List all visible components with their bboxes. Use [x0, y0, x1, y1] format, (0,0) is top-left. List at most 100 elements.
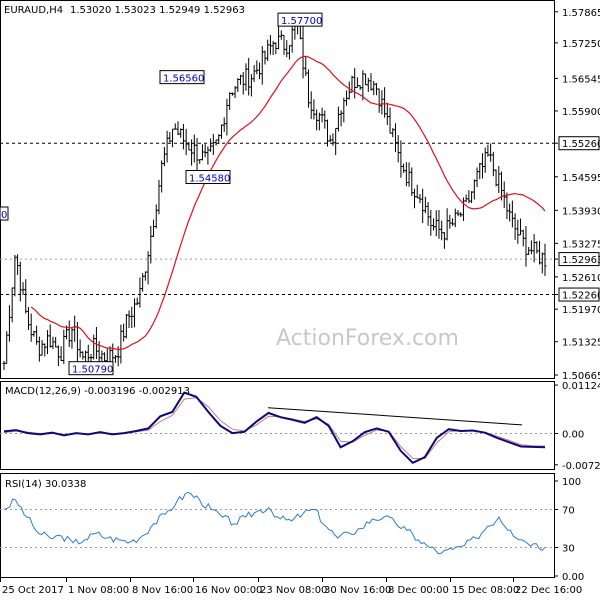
price-layer: 1.57700 1.56560 1.54580 1.50790 0: [0, 13, 554, 376]
ohlc-bar: [378, 89, 381, 113]
ohlc-bar: [418, 194, 421, 203]
ohlc-bar: [307, 69, 310, 107]
ohlc-bar: [231, 92, 234, 95]
ohlc-bar: [198, 159, 201, 164]
ohlc-bar: [263, 51, 266, 65]
ohlc-bar: [128, 310, 131, 328]
ohlc-bar: [38, 337, 41, 362]
ohlc-bar: [519, 219, 522, 235]
ohlc-bar: [459, 212, 462, 217]
ohlc-bar: [544, 244, 547, 276]
ohlc-bar: [424, 197, 427, 213]
ohlc-bar: [478, 163, 481, 179]
time-axis-label: 22 Dec 16:00: [515, 585, 582, 596]
ohlc-bar: [408, 162, 411, 186]
ohlc-bar: [321, 108, 324, 123]
time-axis-label: 25 Oct 2017: [2, 585, 64, 596]
ohlc-bar: [209, 139, 212, 152]
ohlc-bar: [421, 189, 424, 223]
ohlc-bar: [380, 90, 383, 114]
ohlc-bar: [157, 180, 160, 214]
ohlc-bar: [133, 298, 136, 327]
ohlc-bar: [130, 307, 133, 328]
ohlc-bar: [443, 232, 446, 249]
ohlc-bar: [364, 74, 367, 85]
ohlc-bar: [125, 314, 128, 338]
price-panel-frame: [1, 1, 555, 379]
moving-average-line: [31, 56, 545, 350]
macd-axis-label: 0.00: [562, 430, 584, 441]
ohlc-bar: [272, 41, 275, 55]
chart-header-ohlc: 1.53020 1.53023 1.52949 1.52963: [70, 5, 245, 16]
ohlc-bar: [234, 86, 237, 98]
ohlc-bar: [375, 83, 378, 95]
ohlc-bar: [495, 169, 498, 186]
price-axis-label: 1.57865: [562, 8, 600, 19]
price-annotation-label: 1.56560: [163, 74, 204, 85]
ohlc-bar: [280, 30, 283, 39]
price-axis-label: 1.51970: [562, 305, 600, 316]
ohlc-bar: [149, 226, 152, 263]
price-axis-label: 1.57250: [562, 39, 600, 50]
ohlc-bar: [353, 68, 356, 98]
macd-axis-label: 0.011247: [562, 381, 600, 392]
ohlc-bar: [193, 135, 196, 163]
ohlc-bar: [24, 279, 27, 313]
ohlc-bar: [427, 202, 430, 226]
ohlc-bar: [236, 78, 239, 92]
ohlc-bar: [399, 140, 402, 177]
ohlc-bar: [370, 73, 373, 91]
ohlc-bar: [356, 77, 359, 87]
ohlc-bar: [8, 305, 11, 341]
price-annotation-label: 1.50790: [72, 365, 113, 376]
ohlc-bar: [30, 313, 33, 341]
ohlc-bar: [416, 185, 419, 198]
watermark: ActionForex.com: [276, 326, 459, 351]
ohlc-bar: [503, 181, 506, 208]
ohlc-bar: [318, 113, 321, 131]
price-annotation: 1.56560: [160, 71, 204, 85]
ohlc-bar: [261, 46, 264, 85]
price-annotation: 1.54580: [186, 171, 230, 185]
ohlc-bar: [92, 335, 95, 360]
ohlc-bar: [492, 152, 495, 176]
ohlc-bar: [204, 144, 207, 157]
ohlc-bar: [451, 218, 454, 226]
price-annotation-left: 0: [0, 207, 8, 221]
time-axis-label: 8 Nov 16:00: [132, 585, 193, 596]
ohlc-bar: [51, 337, 54, 349]
price-annotation-label: 1.57700: [281, 16, 322, 27]
ohlc-bar: [342, 98, 345, 123]
ohlc-bar: [274, 42, 277, 54]
ohlc-bar: [179, 128, 182, 137]
ohlc-bar: [185, 129, 188, 155]
ohlc-bar: [505, 193, 508, 220]
ohlc-bar: [345, 90, 348, 105]
ohlc-bar: [527, 247, 530, 255]
ohlc-bar: [435, 210, 438, 236]
ohlc-bar: [244, 63, 247, 90]
ohlc-bar: [43, 343, 46, 356]
price-annotation: 1.57700: [278, 13, 322, 27]
rsi-axis-label: 100: [562, 477, 581, 488]
ohlc-bar: [266, 40, 269, 61]
ohlc-bar: [253, 65, 256, 82]
ohlc-bar: [62, 330, 65, 364]
ohlc-bar: [508, 204, 511, 222]
ohlc-bar: [326, 120, 329, 147]
ohlc-bar: [522, 230, 525, 247]
rsi-axis-label: 30: [562, 544, 575, 555]
ohlc-bar: [541, 252, 544, 273]
ohlc-bar: [448, 215, 451, 229]
ohlc-bar: [35, 326, 38, 345]
ohlc-bar: [228, 92, 231, 110]
macd-layer: [0, 393, 554, 463]
price-axis-label: 1.56545: [562, 74, 600, 85]
ohlc-bar: [476, 167, 479, 187]
ohlc-bar: [410, 167, 413, 195]
rsi-layer: [0, 492, 554, 553]
ohlc-bar: [524, 226, 527, 267]
ohlc-bar: [114, 355, 117, 363]
ohlc-bar: [217, 134, 220, 144]
ohlc-bar: [389, 108, 392, 134]
